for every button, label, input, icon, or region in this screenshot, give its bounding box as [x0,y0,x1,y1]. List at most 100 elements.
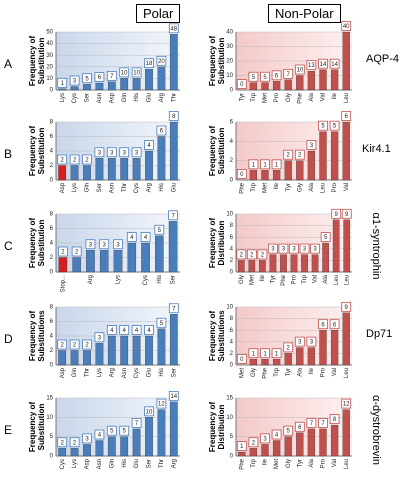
bar [70,165,79,181]
value-label: 0 [240,82,244,88]
x-tick-label: Leu [344,93,350,103]
value-label-box [341,208,352,219]
value-label-box [82,154,92,165]
y-tick-label: 10 [226,73,233,79]
value-label-box [144,58,154,69]
y-axis-label: Frequency of Substitution [28,35,46,87]
value-label-box [131,325,142,335]
y-tick-label: 4 [230,246,234,252]
value-label: 5 [287,429,291,435]
polar-header: Polar [136,4,181,23]
x-tick-label: Thr [122,183,128,192]
x-tick-label: Leu [344,368,350,378]
row-letter: D [4,332,13,346]
y-axis-label: Frequency of Substitutions [208,310,226,362]
x-tick-label: Trp [251,92,257,101]
bar [70,86,79,91]
value-label: 3 [292,247,296,253]
y-tick-label: 2 [50,163,54,169]
value-label: 13 [308,63,315,69]
y-axis-label: Frequency of Distribution [208,217,226,269]
value-label: 2 [252,440,256,446]
x-tick-label: Cys [60,459,66,469]
value-label-box [341,111,352,121]
value-label-box [294,421,305,432]
value-label: 3 [303,247,307,253]
value-label: 2 [261,252,265,258]
x-tick-label: Asn [109,183,115,193]
bar [330,131,339,181]
row-letter: C [4,239,13,253]
bar [284,353,292,366]
value-label: 4 [147,328,151,334]
x-tick-label: Pro [274,92,280,102]
value-label: 4 [135,328,139,334]
bar [120,158,129,181]
y-tick-label: 2 [50,348,54,354]
value-label-box [236,441,247,452]
y-tick-label: 40 [226,30,233,36]
y-tick-label: 4 [50,241,54,247]
value-label: 8 [172,114,176,120]
value-label-box [57,339,68,350]
row-letter: B [4,147,13,161]
value-label-box [271,159,282,170]
bar [58,448,67,457]
value-label: 0 [240,172,244,178]
value-label: 40 [343,24,350,30]
value-label: 10 [121,70,128,76]
value-label-box [306,336,317,347]
value-label: 6 [321,322,325,328]
row-letter: A [4,57,13,71]
y-tick-label: 0 [230,363,234,369]
bar [70,448,79,457]
nonpolar-header: Non-Polar [268,4,341,23]
value-label-box [248,437,259,448]
bar [58,350,67,366]
value-label: 2 [85,343,89,349]
value-label-box [329,58,340,69]
value-label-box [329,319,340,330]
x-tick-label: Ala [309,92,315,101]
value-label: 3 [310,143,314,149]
bar [307,150,316,181]
value-label-box [156,317,167,328]
bar [107,158,116,181]
bar [311,254,319,273]
x-tick-label: Ser [171,275,177,284]
protein-name: Kir4.1 [362,143,391,155]
value-label-box [248,159,259,170]
x-tick-label: Pro [332,182,338,192]
y-tick-label: 6 [50,319,54,325]
y-tick-label: 30 [226,44,233,50]
x-tick-label: Met [249,275,255,285]
x-tick-label: Cys [134,368,140,378]
bar [307,347,316,366]
bar [169,314,178,366]
x-tick-label: Ser [85,93,91,102]
bar [169,34,178,91]
bar [83,84,91,91]
value-label-box [257,249,268,260]
bar [330,330,339,366]
value-label-box [329,414,340,424]
y-tick-label: 8 [230,316,234,322]
value-label-box [260,433,270,444]
bar [72,257,81,273]
bar [95,440,104,457]
y-tick-label: 8 [50,120,54,126]
value-label: 3 [123,150,127,156]
value-label-box [306,60,317,71]
value-label: 5 [158,228,162,234]
bar [342,312,350,366]
value-label-box [318,58,328,69]
value-label-box [69,154,80,165]
x-tick-label: Leu [321,183,327,193]
x-tick-label: Lys [60,93,66,102]
bar [168,221,178,273]
x-tick-label: Gly [251,368,257,377]
bar [83,444,91,457]
value-label-box [283,425,294,436]
x-tick-label: Gln [72,368,78,377]
